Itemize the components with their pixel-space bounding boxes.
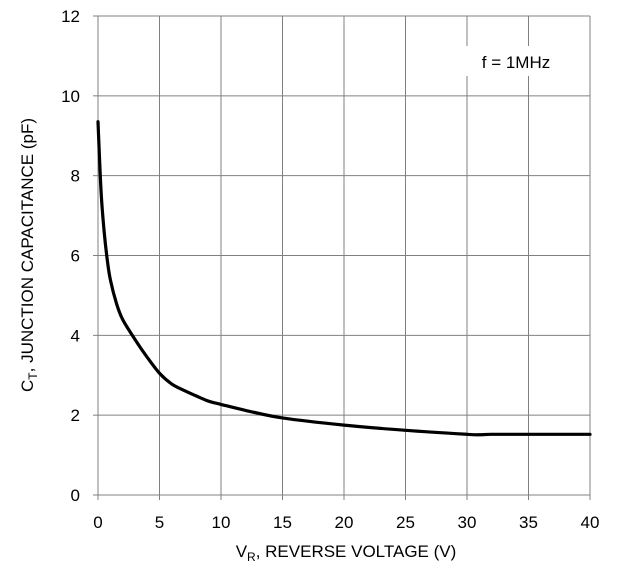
y-tick-label: 4 [71,326,80,345]
x-tick-label: 15 [273,513,292,532]
series-line-0 [96,120,592,437]
x-tick-label: 10 [212,513,231,532]
x-tick-label: 0 [93,513,102,532]
x-axis-title-rest: , REVERSE VOLTAGE (V) [256,542,457,561]
x-tick-label: 40 [581,513,600,532]
x-tick-labels: 0 5 10 15 20 25 30 35 40 [93,513,599,532]
annotation-background [466,46,566,76]
y-tick-labels: 0 2 4 6 8 10 12 [61,7,80,505]
x-tick-label: 5 [155,513,164,532]
y-axis-title-rest: , JUNCTION CAPACITANCE (pF) [18,118,37,372]
y-tick-label: 0 [71,486,80,505]
x-axis-title-subscript: R [247,550,256,564]
series-layer [96,120,592,437]
y-axis-title: CT, JUNCTION CAPACITANCE (pF) [18,118,40,392]
y-axis-title-main: C [18,380,37,392]
y-tick-label: 2 [71,406,80,425]
x-axis-title: VR, REVERSE VOLTAGE (V) [236,542,457,564]
y-tick-label: 6 [71,247,80,266]
x-tick-label: 30 [458,513,477,532]
y-tick-label: 10 [61,87,80,106]
axes [93,15,591,500]
y-tick-label: 12 [61,7,80,26]
x-axis-title-main: V [236,542,248,561]
x-tick-label: 35 [519,513,538,532]
y-axis-title-subscript: T [26,372,40,380]
x-tick-label: 20 [335,513,354,532]
grid-lines [98,15,591,495]
x-tick-label: 25 [396,513,415,532]
y-tick-label: 8 [71,167,80,186]
frequency-annotation: f = 1MHz [482,53,551,72]
